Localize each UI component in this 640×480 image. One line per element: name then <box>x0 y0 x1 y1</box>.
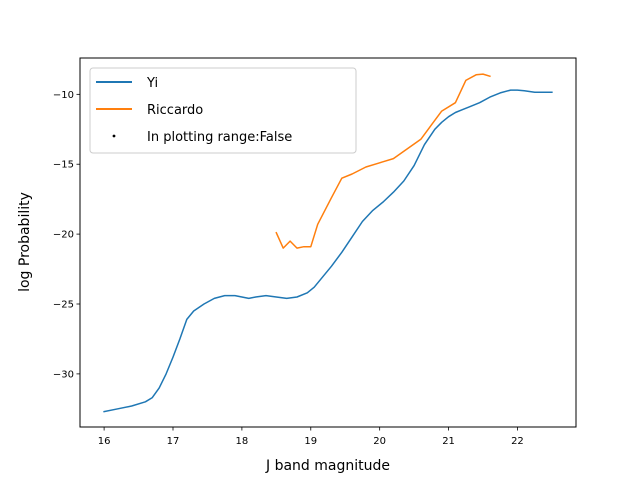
y-axis: −30 −25 −20 −15 −10 <box>53 90 80 380</box>
y-tick-label: −15 <box>53 160 74 171</box>
x-tick-label: 17 <box>167 436 180 447</box>
y-axis-label: log Probability <box>17 192 33 292</box>
legend-box <box>89 67 357 154</box>
y-tick-label: −25 <box>53 300 74 311</box>
x-tick-label: 19 <box>304 436 317 447</box>
legend: Yi Riccardo In plotting range:False <box>89 67 357 154</box>
x-tick-label: 20 <box>373 436 386 447</box>
x-tick-label: 21 <box>442 436 455 447</box>
legend-marker <box>112 134 116 138</box>
x-axis-label: J band magnitude <box>265 458 390 474</box>
legend-label: Riccardo <box>147 103 203 118</box>
x-tick-label: 18 <box>236 436 249 447</box>
legend-label: In plotting range:False <box>147 130 292 145</box>
plot-frame <box>79 57 577 428</box>
x-tick-label: 22 <box>511 436 524 447</box>
y-tick-label: −20 <box>53 230 74 241</box>
legend-label: Yi <box>146 76 158 91</box>
x-tick-label: 16 <box>98 436 111 447</box>
series-line-riccardo <box>275 73 491 249</box>
y-tick-label: −10 <box>53 90 74 101</box>
x-axis: 16 17 18 19 20 21 22 <box>98 427 524 447</box>
series-line-yi <box>103 89 553 413</box>
y-tick-label: −30 <box>53 369 74 380</box>
plot-lines <box>103 73 553 413</box>
